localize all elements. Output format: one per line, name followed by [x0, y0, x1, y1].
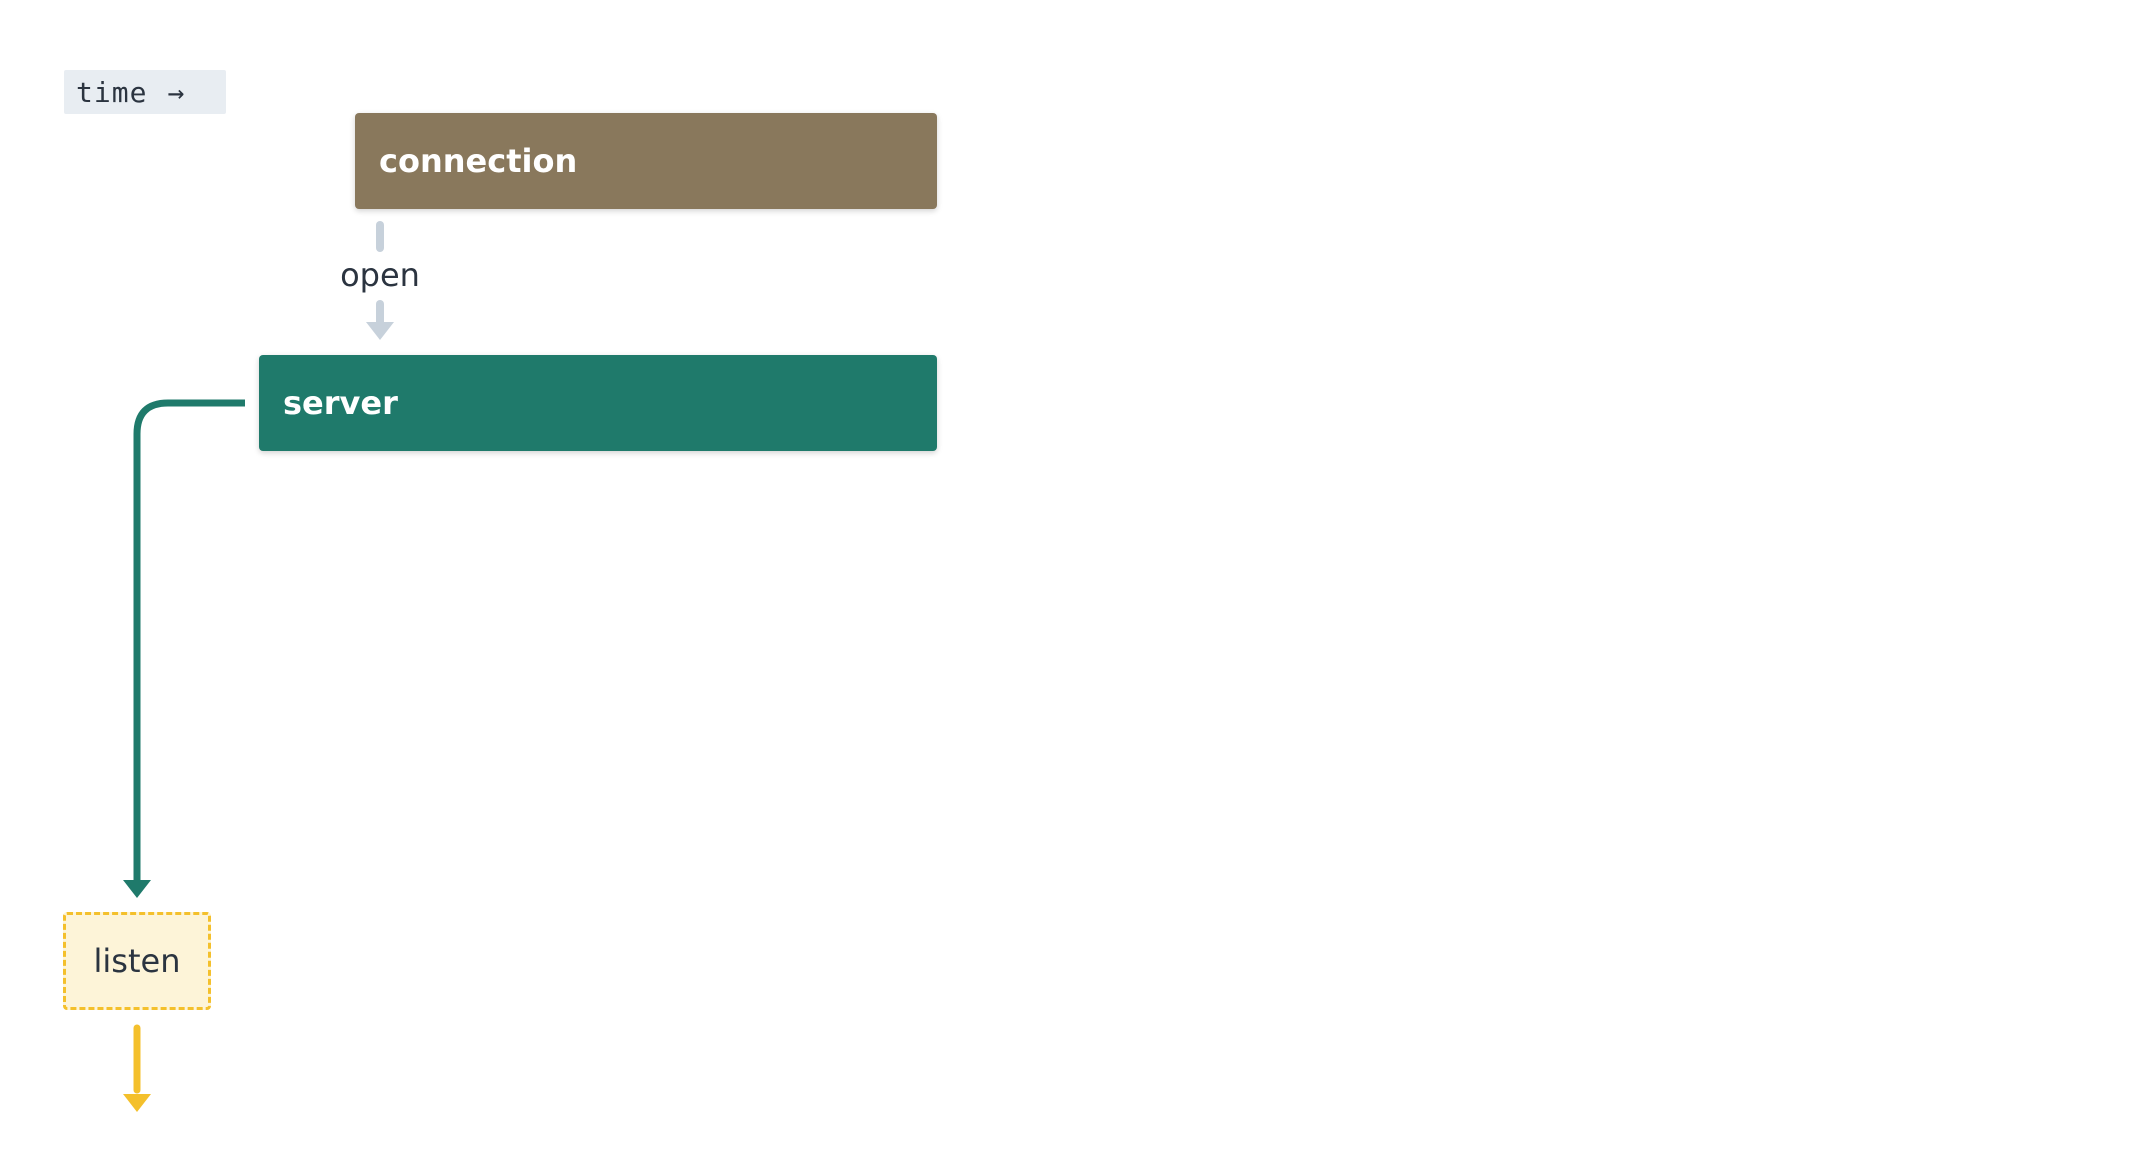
connection-block: connection — [355, 113, 937, 209]
server-to-listen-edge — [133, 399, 245, 882]
server-to-listen-arrowhead-icon — [123, 880, 151, 898]
listen-out-arrowhead-icon — [123, 1094, 151, 1112]
time-label: time — [76, 75, 148, 109]
open-edge-label: open — [340, 256, 420, 294]
time-axis-legend: time → — [64, 70, 226, 114]
open-arrowhead-icon — [366, 322, 394, 340]
server-label: server — [283, 384, 398, 422]
listen-label: listen — [93, 942, 181, 980]
server-block: server — [259, 355, 937, 451]
connection-label: connection — [379, 142, 578, 180]
listen-node: listen — [63, 912, 211, 1010]
right-arrow-icon: → — [167, 75, 186, 109]
